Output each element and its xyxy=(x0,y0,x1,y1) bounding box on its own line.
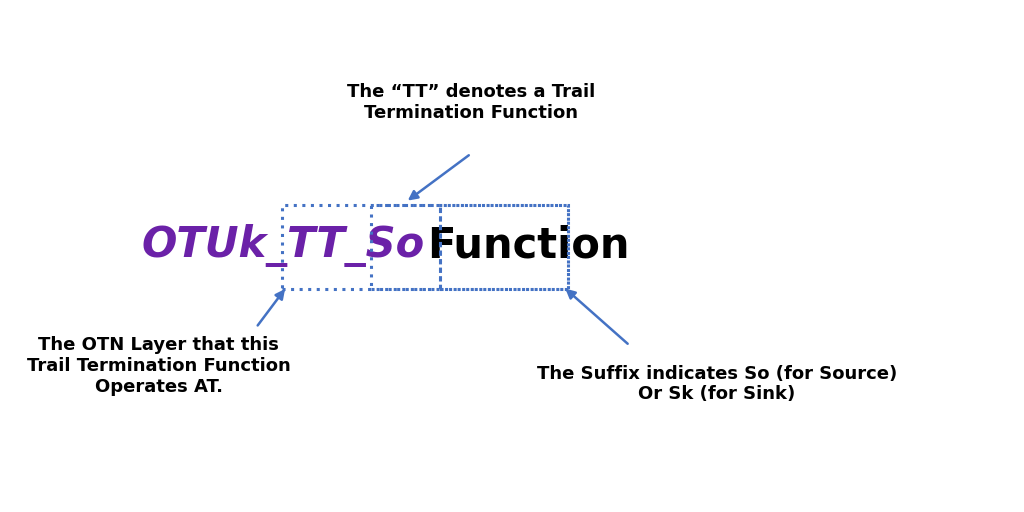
Bar xyxy=(282,205,568,289)
Bar xyxy=(371,205,440,289)
Text: OTUk_TT_So: OTUk_TT_So xyxy=(141,224,425,267)
Text: Function: Function xyxy=(427,225,630,267)
Text: The Suffix indicates So (for Source)
Or Sk (for Sink): The Suffix indicates So (for Source) Or … xyxy=(537,365,897,403)
Bar xyxy=(440,205,568,289)
Text: The “TT” denotes a Trail
Termination Function: The “TT” denotes a Trail Termination Fun… xyxy=(347,83,595,122)
Text: The OTN Layer that this
Trail Termination Function
Operates AT.: The OTN Layer that this Trail Terminatio… xyxy=(27,336,291,396)
